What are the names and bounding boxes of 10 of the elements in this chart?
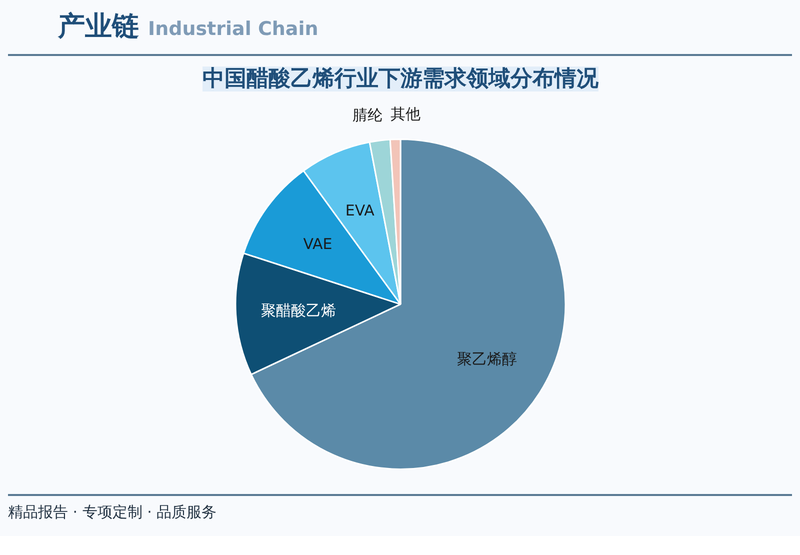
slice-label: 其他 (390, 104, 421, 123)
slice-label: 聚乙烯醇 (456, 350, 517, 368)
text: 精品报告 · 专项定制 · 品质服务 (8, 494, 792, 534)
chart-title: 中国醋酸乙烯行业下游需求领域分布情况 (202, 66, 600, 92)
slice-label: VAE (303, 235, 332, 254)
slice-label: EVA (345, 201, 376, 220)
text: Industrial Chain (148, 17, 318, 42)
text: 产业链 (58, 10, 139, 44)
slice-label: 腈纶 (352, 106, 383, 124)
slice-label: 聚醋酸乙烯 (260, 302, 336, 320)
